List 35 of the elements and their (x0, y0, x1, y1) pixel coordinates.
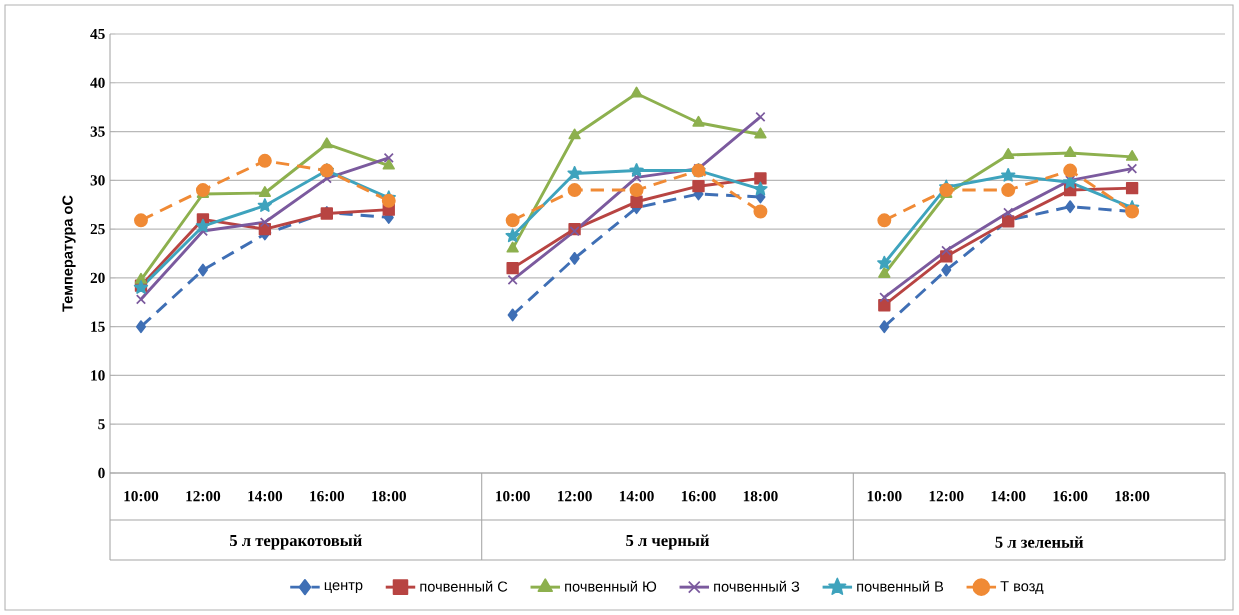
y-tick-label: 45 (90, 28, 105, 40)
legend-label: центр (324, 582, 363, 594)
x-tick-label: 10:00 (496, 490, 530, 502)
y-tick-label: 20 (90, 272, 105, 284)
legend-label: почвенный Ю (565, 580, 657, 592)
x-tick-label: 14:00 (248, 490, 283, 502)
y-tick-label: 40 (90, 77, 105, 88)
text: 5 л зеленый (995, 536, 1084, 548)
y-tick-label: 0 (98, 467, 105, 479)
x-tick-label: 18:00 (372, 490, 406, 502)
x-tick-label: 14:00 (991, 490, 1026, 502)
x-tick-label: 12:00 (558, 490, 592, 502)
y-tick-label: 15 (91, 321, 105, 332)
x-tick-label: 12:00 (186, 490, 221, 502)
x-tick-label: 12:00 (929, 490, 964, 502)
x-tick-label: 16:00 (681, 490, 716, 502)
x-tick-label: 18:00 (1115, 490, 1150, 502)
x-tick-label: 16:00 (310, 490, 345, 502)
y-tick-label: 10 (91, 370, 105, 381)
x-tick-label: 10:00 (867, 490, 902, 502)
x-tick-label: 14:00 (619, 490, 654, 502)
text: 5 л терракотовый (229, 534, 362, 550)
x-tick-label: 16:00 (1053, 490, 1088, 502)
y-axis-title: Температура оС (62, 195, 76, 312)
y-tick-label: 25 (90, 223, 105, 235)
x-tick-label: 10:00 (124, 490, 159, 502)
y-tick-label: 30 (90, 175, 105, 186)
legend-label: почвенный З (714, 580, 800, 592)
legend-label: Т возд (1000, 581, 1044, 595)
legend-label: почвенный С (420, 580, 508, 592)
legend-label: почвенный В (857, 580, 944, 592)
x-tick-label: 18:00 (743, 490, 778, 502)
y-tick-label: 35 (90, 126, 105, 137)
text: 5 л черный (626, 534, 710, 550)
y-tick-label: 5 (98, 419, 105, 430)
